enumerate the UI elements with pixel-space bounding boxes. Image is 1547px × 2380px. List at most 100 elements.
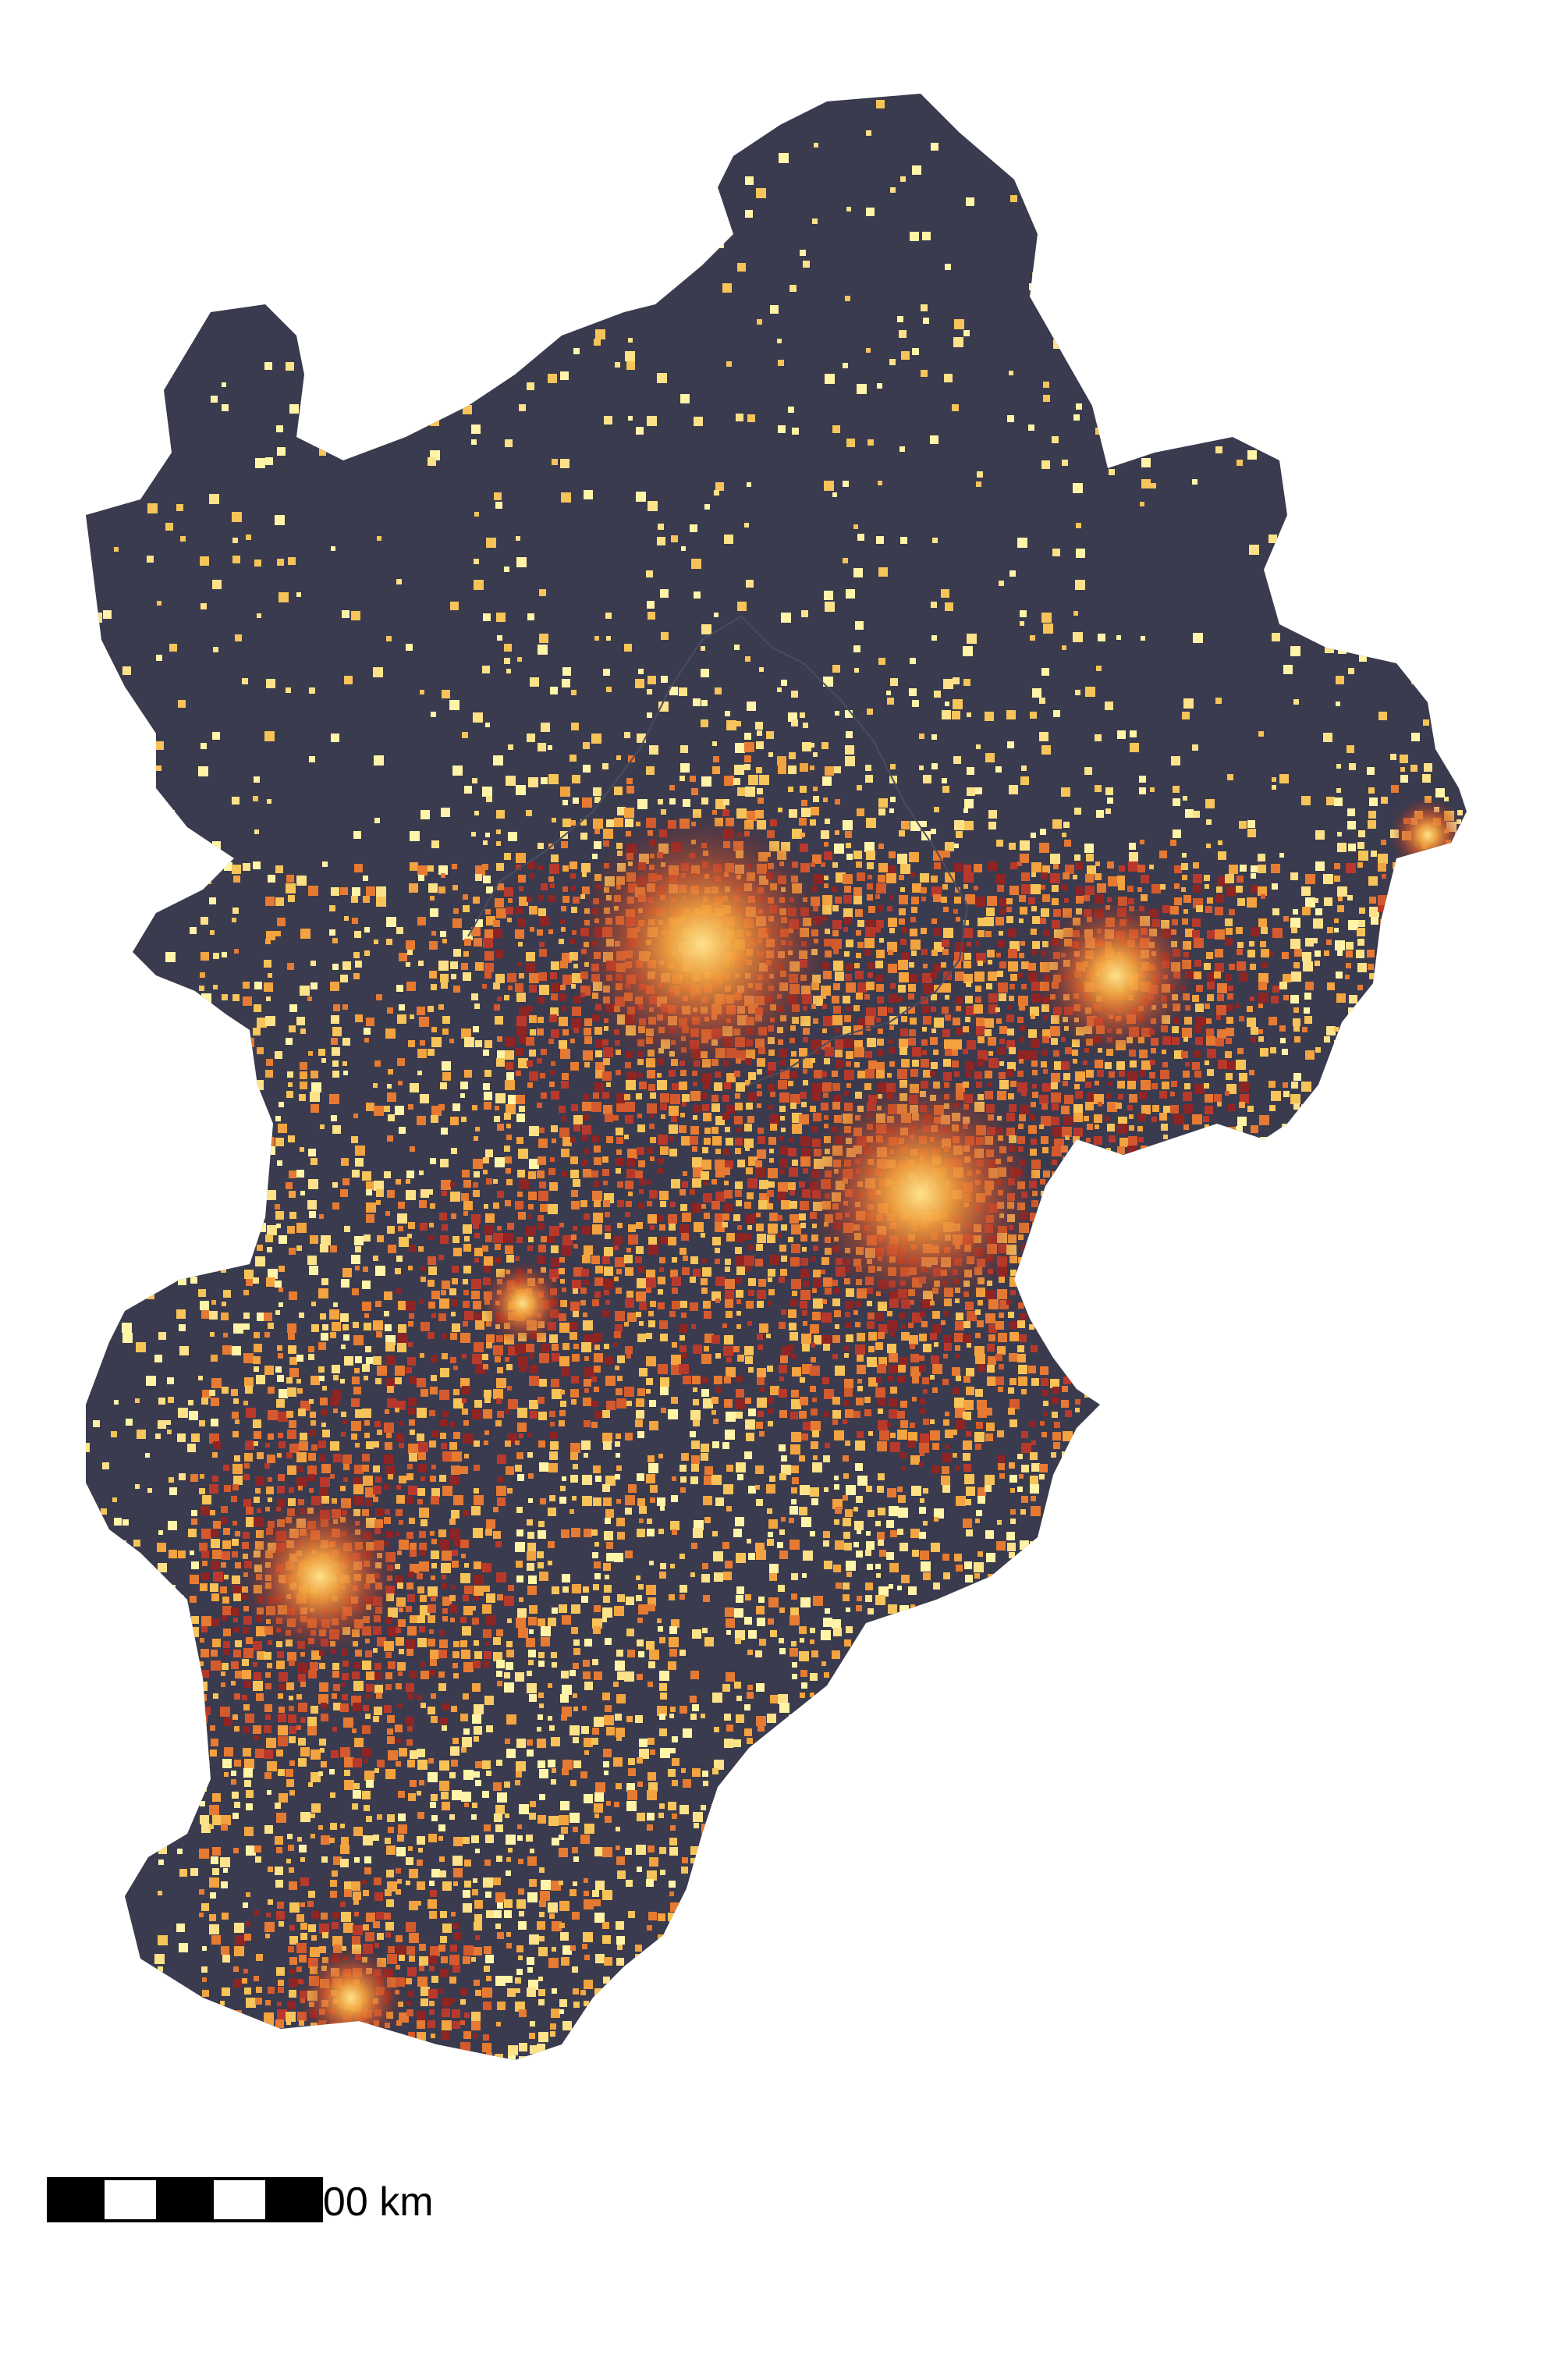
- density-cell: [1290, 918, 1300, 928]
- density-cell: [799, 1114, 809, 1124]
- density-cell: [1466, 1202, 1467, 1209]
- density-cell: [690, 1256, 698, 1264]
- density-cell: [758, 797, 764, 804]
- density-cell: [352, 1288, 359, 1295]
- density-cell: [781, 613, 791, 623]
- density-cell: [952, 1050, 958, 1056]
- density-cell: [286, 362, 294, 371]
- density-cell: [1349, 1267, 1354, 1273]
- density-cell: [744, 733, 751, 740]
- density-cell: [876, 1070, 885, 1078]
- density-cell: [1247, 1266, 1257, 1277]
- density-cell: [779, 1136, 783, 1141]
- density-cell: [1183, 1137, 1191, 1145]
- density-cell: [876, 920, 884, 928]
- density-cell: [867, 894, 873, 900]
- density-cell: [1282, 1278, 1288, 1284]
- density-cell: [1193, 811, 1200, 818]
- density-cell: [428, 1006, 434, 1012]
- density-cell: [953, 1018, 960, 1025]
- density-cell: [209, 1128, 217, 1135]
- density-cell: [1042, 1083, 1051, 1092]
- density-cell: [777, 1215, 782, 1220]
- density-cell: [529, 873, 534, 879]
- density-cell: [1017, 1354, 1026, 1362]
- density-cell: [570, 886, 576, 891]
- density-cell: [791, 1279, 801, 1289]
- density-cell: [1172, 1149, 1181, 1159]
- density-cell: [1304, 1181, 1311, 1188]
- density-cell: [449, 700, 459, 710]
- density-cell: [366, 886, 375, 896]
- density-cell: [921, 949, 928, 955]
- density-cell: [800, 1269, 810, 1278]
- density-cell: [672, 1342, 677, 1348]
- density-cell: [1423, 719, 1429, 726]
- density-cell: [1130, 195, 1140, 205]
- density-cell: [701, 624, 711, 634]
- density-cell: [736, 1324, 741, 1329]
- density-cell: [200, 1301, 209, 1310]
- density-cell: [353, 1322, 359, 1328]
- density-cell: [1315, 1047, 1321, 1053]
- density-cell: [745, 210, 753, 218]
- density-cell: [255, 1106, 265, 1116]
- density-cell: [591, 1256, 600, 1264]
- density-cell: [1347, 1202, 1356, 1211]
- density-cell: [1218, 130, 1224, 137]
- density-cell: [945, 111, 953, 119]
- density-cell: [1382, 600, 1389, 608]
- density-cell: [649, 1114, 654, 1118]
- density-cell: [515, 197, 524, 207]
- density-cell: [515, 929, 524, 939]
- density-cell: [1039, 1290, 1048, 1299]
- density-cell: [1261, 949, 1269, 957]
- density-cell: [594, 1353, 603, 1362]
- density-cell: [463, 1321, 468, 1327]
- density-cell: [573, 797, 579, 804]
- density-cell: [1095, 873, 1102, 880]
- density-cell: [1402, 1204, 1409, 1211]
- density-cell: [408, 1104, 413, 1110]
- density-cell: [484, 963, 494, 972]
- density-cell: [1031, 872, 1036, 877]
- density-cell: [963, 961, 971, 968]
- density-cell: [1172, 1037, 1180, 1045]
- density-cell: [584, 490, 593, 499]
- density-cell: [243, 230, 247, 235]
- density-cell: [1414, 1105, 1422, 1114]
- density-cell: [1215, 1212, 1225, 1222]
- density-cell: [442, 1016, 450, 1024]
- density-cell: [1017, 1071, 1024, 1077]
- density-cell: [747, 1321, 752, 1326]
- density-cell: [211, 1378, 222, 1388]
- density-cell: [889, 359, 896, 365]
- density-cell: [1206, 1036, 1215, 1046]
- density-cell: [90, 504, 98, 512]
- density-cell: [1291, 927, 1297, 933]
- density-cell: [1369, 973, 1375, 979]
- density-cell: [417, 1007, 425, 1015]
- density-cell: [999, 931, 1003, 936]
- density-cell: [1403, 1225, 1411, 1233]
- density-cell: [1095, 428, 1102, 435]
- density-cell: [1095, 1332, 1104, 1341]
- density-cell: [1283, 1091, 1290, 1097]
- density-cell: [364, 1038, 369, 1043]
- density-cell: [679, 1335, 685, 1341]
- density-cell: [1183, 909, 1188, 914]
- density-cell: [264, 362, 272, 370]
- density-cell: [497, 1124, 504, 1131]
- density-cell: [868, 1060, 877, 1069]
- density-cell: [201, 1005, 207, 1011]
- density-cell: [857, 1355, 864, 1362]
- density-cell: [484, 1092, 492, 1100]
- density-cell: [639, 1178, 646, 1185]
- density-cell: [1063, 1245, 1069, 1251]
- density-cell: [878, 863, 888, 872]
- density-cell: [222, 1102, 229, 1109]
- density-cell: [1170, 1092, 1175, 1096]
- density-cell: [624, 1135, 629, 1139]
- density-cell: [954, 897, 961, 904]
- density-cell: [483, 1170, 488, 1174]
